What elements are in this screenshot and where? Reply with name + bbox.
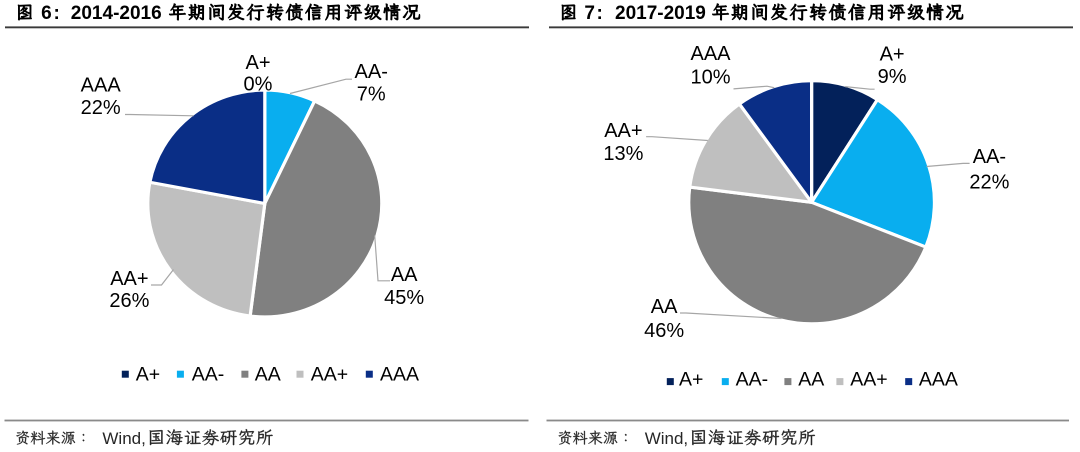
- svg-text:AA-: AA-: [355, 61, 388, 83]
- svg-text:AA-: AA-: [192, 363, 225, 385]
- svg-text:0%: 0%: [244, 74, 273, 96]
- svg-text:A+: A+: [880, 43, 905, 65]
- svg-text:22%: 22%: [81, 97, 121, 119]
- svg-text:AA+: AA+: [110, 268, 148, 290]
- svg-text:A+: A+: [245, 52, 270, 74]
- svg-text::: :: [54, 3, 60, 24]
- svg-text:9%: 9%: [878, 66, 907, 88]
- svg-text:46%: 46%: [644, 320, 684, 342]
- svg-text:7%: 7%: [357, 84, 386, 106]
- svg-text:AA+: AA+: [604, 120, 642, 142]
- svg-text:7: 7: [584, 3, 595, 24]
- svg-text:2017-2019: 2017-2019: [615, 3, 706, 24]
- svg-text:AA: AA: [391, 264, 418, 286]
- svg-text:A+: A+: [679, 369, 703, 391]
- svg-text:10%: 10%: [690, 67, 730, 89]
- svg-text:AA-: AA-: [973, 146, 1006, 168]
- svg-text:Wind,: Wind,: [102, 429, 145, 448]
- svg-text::: :: [597, 3, 603, 24]
- svg-text:45%: 45%: [384, 287, 424, 309]
- svg-text:AA: AA: [651, 296, 678, 318]
- svg-text:AA: AA: [255, 363, 281, 385]
- svg-text:AAA: AAA: [380, 363, 419, 385]
- svg-text:AAA: AAA: [81, 74, 122, 96]
- svg-text:Wind,: Wind,: [645, 429, 688, 448]
- svg-text:2014-2016: 2014-2016: [71, 3, 162, 24]
- svg-text:26%: 26%: [109, 290, 149, 312]
- svg-text:AA-: AA-: [736, 369, 769, 391]
- svg-text:AA: AA: [798, 369, 824, 391]
- svg-text:AA+: AA+: [311, 363, 348, 385]
- svg-text:22%: 22%: [969, 172, 1009, 194]
- svg-text:AAA: AAA: [690, 43, 731, 65]
- svg-text:AA+: AA+: [850, 369, 887, 391]
- svg-text:13%: 13%: [603, 143, 643, 165]
- svg-text:6: 6: [41, 3, 52, 24]
- svg-text:A+: A+: [136, 363, 160, 385]
- svg-text:AAA: AAA: [919, 369, 958, 391]
